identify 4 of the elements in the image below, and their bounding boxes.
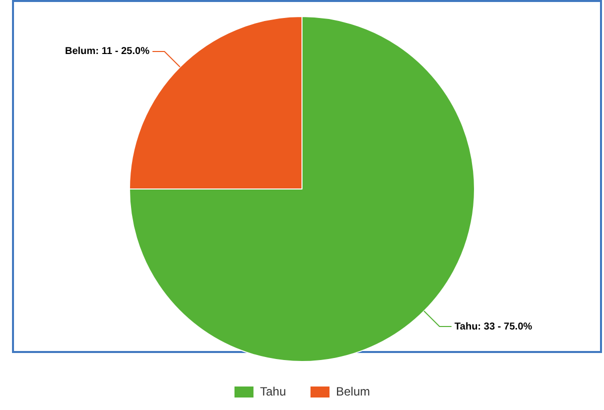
data-label: Tahu: 33 - 75.0%: [454, 321, 532, 332]
legend-label: Tahu: [260, 384, 286, 398]
data-label: Belum: 11 - 25.0%: [64, 46, 150, 58]
legend-label: Belum: [336, 384, 370, 398]
